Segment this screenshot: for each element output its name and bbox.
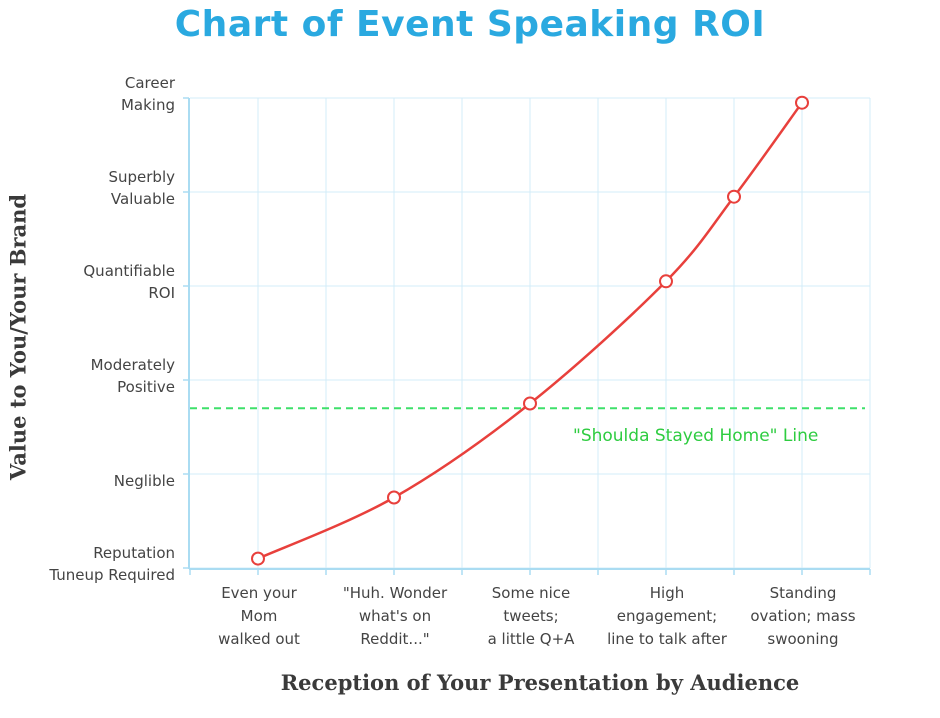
y-tick-label: Career Making: [121, 74, 176, 114]
data-point: [727, 189, 741, 204]
data-point: [659, 274, 673, 289]
y-tick-label: Quantifiable ROI: [83, 262, 175, 302]
x-tick-label: High engagement; line to talk after: [607, 584, 728, 648]
data-point: [523, 396, 537, 411]
y-tick-label: Reputation Tuneup Required: [48, 544, 175, 584]
y-tick-label: Moderately Positive: [91, 356, 176, 396]
reference-line-label: "Shoulda Stayed Home" Line: [573, 426, 818, 446]
data-point: [795, 95, 809, 110]
x-tick-label: Some nice tweets; a little Q+A: [488, 584, 576, 648]
x-tick-label: "Huh. Wonder what's on Reddit...": [343, 584, 448, 648]
data-point: [251, 551, 265, 566]
x-tick-label: Even your Mom walked out: [218, 584, 300, 648]
x-axis-label: Reception of Your Presentation by Audien…: [280, 670, 800, 695]
data-point: [387, 490, 401, 505]
y-tick-label: Superbly Valuable: [108, 168, 175, 208]
x-tick-label: Standing ovation; mass swooning: [750, 584, 855, 648]
y-tick-label: Neglible: [114, 472, 175, 490]
chart-title: Chart of Event Speaking ROI: [174, 4, 766, 45]
